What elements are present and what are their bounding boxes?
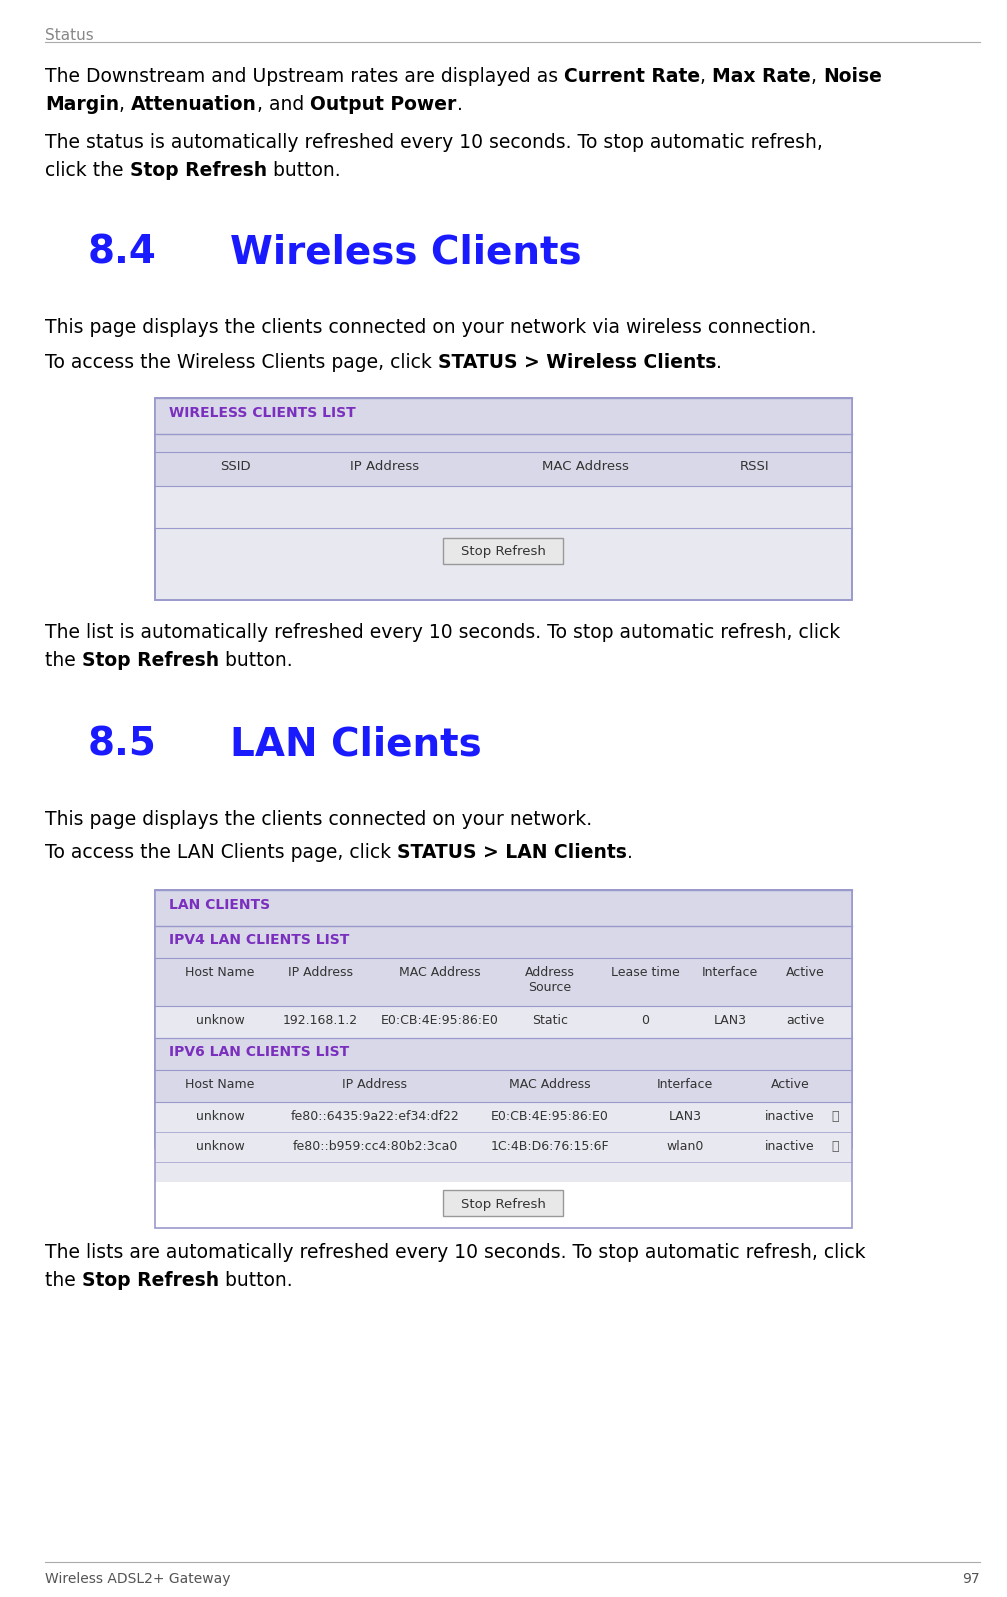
- Text: WIRELESS CLIENTS LIST: WIRELESS CLIENTS LIST: [169, 406, 355, 420]
- FancyBboxPatch shape: [443, 538, 563, 564]
- Text: MAC Address: MAC Address: [542, 460, 628, 473]
- Text: fe80::b959:cc4:80b2:3ca0: fe80::b959:cc4:80b2:3ca0: [292, 1140, 458, 1153]
- Text: IP Address: IP Address: [288, 966, 352, 979]
- Text: To access the LAN Clients page, click: To access the LAN Clients page, click: [45, 843, 397, 862]
- Text: SSID: SSID: [220, 460, 251, 473]
- FancyBboxPatch shape: [155, 452, 852, 485]
- Text: unknow: unknow: [195, 1014, 245, 1027]
- Text: Attenuation: Attenuation: [131, 94, 257, 113]
- Text: 🗑: 🗑: [831, 1140, 839, 1153]
- FancyBboxPatch shape: [443, 1190, 563, 1215]
- Text: This page displays the clients connected on your network.: This page displays the clients connected…: [45, 810, 592, 829]
- Text: Current Rate: Current Rate: [564, 67, 700, 86]
- Text: .: .: [456, 94, 462, 113]
- Text: Interface: Interface: [702, 966, 758, 979]
- Text: 0: 0: [641, 1014, 649, 1027]
- FancyBboxPatch shape: [155, 1038, 852, 1070]
- Text: LAN CLIENTS: LAN CLIENTS: [169, 898, 270, 912]
- Text: 97: 97: [963, 1571, 980, 1586]
- Text: Wireless Clients: Wireless Clients: [230, 235, 582, 271]
- Text: 8.4: 8.4: [88, 235, 157, 271]
- Text: .: .: [716, 353, 722, 372]
- Text: 192.168.1.2: 192.168.1.2: [282, 1014, 357, 1027]
- FancyBboxPatch shape: [155, 1006, 852, 1038]
- Text: STATUS > Wireless Clients: STATUS > Wireless Clients: [438, 353, 716, 372]
- Text: IPV6 LAN CLIENTS LIST: IPV6 LAN CLIENTS LIST: [169, 1044, 349, 1059]
- FancyBboxPatch shape: [155, 1163, 852, 1182]
- Text: Stop Refresh: Stop Refresh: [460, 545, 546, 557]
- Text: Stop Refresh: Stop Refresh: [82, 1271, 219, 1290]
- Text: RSSI: RSSI: [740, 460, 769, 473]
- Text: button.: button.: [267, 161, 340, 180]
- Text: Active: Active: [785, 966, 825, 979]
- Text: STATUS > LAN Clients: STATUS > LAN Clients: [397, 843, 627, 862]
- Text: ,: ,: [119, 94, 131, 113]
- Text: Status: Status: [45, 29, 94, 43]
- Text: active: active: [785, 1014, 824, 1027]
- Text: inactive: inactive: [765, 1110, 815, 1123]
- Text: This page displays the clients connected on your network via wireless connection: This page displays the clients connected…: [45, 318, 817, 337]
- Text: Host Name: Host Name: [185, 966, 255, 979]
- FancyBboxPatch shape: [155, 434, 852, 452]
- Text: E0:CB:4E:95:86:E0: E0:CB:4E:95:86:E0: [381, 1014, 498, 1027]
- Text: ,: ,: [700, 67, 712, 86]
- Text: the: the: [45, 652, 82, 671]
- Text: Stop Refresh: Stop Refresh: [82, 652, 219, 671]
- Text: MAC Address: MAC Address: [510, 1078, 591, 1091]
- Text: Margin: Margin: [45, 94, 119, 113]
- Text: The list is automatically refreshed every 10 seconds. To stop automatic refresh,: The list is automatically refreshed ever…: [45, 623, 840, 642]
- Text: Host Name: Host Name: [185, 1078, 255, 1091]
- Text: Static: Static: [532, 1014, 568, 1027]
- FancyBboxPatch shape: [155, 485, 852, 529]
- Text: E0:CB:4E:95:86:E0: E0:CB:4E:95:86:E0: [491, 1110, 609, 1123]
- Text: , and: , and: [257, 94, 310, 113]
- Text: LAN Clients: LAN Clients: [230, 727, 481, 763]
- FancyBboxPatch shape: [155, 398, 852, 434]
- FancyBboxPatch shape: [155, 398, 852, 600]
- Text: ,: ,: [811, 67, 823, 86]
- FancyBboxPatch shape: [155, 890, 852, 1148]
- Text: Active: Active: [770, 1078, 810, 1091]
- Text: Wireless ADSL2+ Gateway: Wireless ADSL2+ Gateway: [45, 1571, 231, 1586]
- FancyBboxPatch shape: [155, 1102, 852, 1132]
- Text: Noise: Noise: [823, 67, 882, 86]
- Text: Interface: Interface: [657, 1078, 713, 1091]
- Text: The status is automatically refreshed every 10 seconds. To stop automatic refres: The status is automatically refreshed ev…: [45, 133, 823, 152]
- Text: Address
Source: Address Source: [525, 966, 575, 993]
- Text: inactive: inactive: [765, 1140, 815, 1153]
- FancyBboxPatch shape: [155, 958, 852, 1006]
- Text: LAN3: LAN3: [714, 1014, 746, 1027]
- Text: fe80::6435:9a22:ef34:df22: fe80::6435:9a22:ef34:df22: [291, 1110, 459, 1123]
- FancyBboxPatch shape: [155, 1132, 852, 1163]
- Text: LAN3: LAN3: [669, 1110, 702, 1123]
- Text: IP Address: IP Address: [342, 1078, 408, 1091]
- Text: MAC Address: MAC Address: [399, 966, 480, 979]
- Text: Lease time: Lease time: [610, 966, 680, 979]
- Text: unknow: unknow: [195, 1140, 245, 1153]
- Text: button.: button.: [219, 1271, 292, 1290]
- Text: Output Power: Output Power: [310, 94, 456, 113]
- Text: click the: click the: [45, 161, 130, 180]
- FancyBboxPatch shape: [155, 890, 852, 926]
- Text: the: the: [45, 1271, 82, 1290]
- Text: 🗑: 🗑: [831, 1110, 839, 1123]
- Text: IP Address: IP Address: [350, 460, 420, 473]
- Text: wlan0: wlan0: [667, 1140, 704, 1153]
- Text: Stop Refresh: Stop Refresh: [460, 1198, 546, 1211]
- Text: unknow: unknow: [195, 1110, 245, 1123]
- Text: .: .: [627, 843, 632, 862]
- Text: Stop Refresh: Stop Refresh: [130, 161, 267, 180]
- Text: The lists are automatically refreshed every 10 seconds. To stop automatic refres: The lists are automatically refreshed ev…: [45, 1242, 866, 1262]
- Text: 8.5: 8.5: [88, 727, 157, 763]
- Text: button.: button.: [219, 652, 292, 671]
- Text: Max Rate: Max Rate: [712, 67, 811, 86]
- Text: To access the Wireless Clients page, click: To access the Wireless Clients page, cli…: [45, 353, 438, 372]
- FancyBboxPatch shape: [155, 926, 852, 958]
- Text: IPV4 LAN CLIENTS LIST: IPV4 LAN CLIENTS LIST: [169, 933, 349, 947]
- Text: 1C:4B:D6:76:15:6F: 1C:4B:D6:76:15:6F: [490, 1140, 609, 1153]
- Text: The Downstream and Upstream rates are displayed as: The Downstream and Upstream rates are di…: [45, 67, 564, 86]
- FancyBboxPatch shape: [155, 1070, 852, 1102]
